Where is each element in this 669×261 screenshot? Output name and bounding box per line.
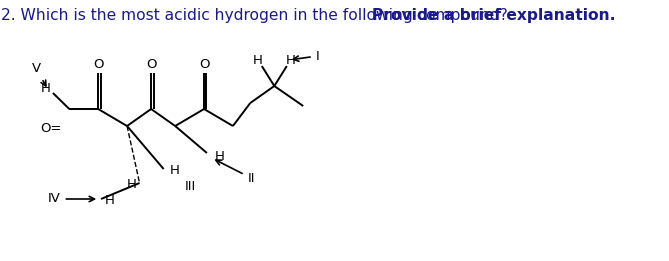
Text: H: H [215,151,225,163]
Text: I: I [293,50,320,62]
Text: H: H [105,194,115,207]
Text: 2. Which is the most acidic hydrogen in the following compound?: 2. Which is the most acidic hydrogen in … [1,8,513,23]
Text: H: H [127,179,136,192]
Text: O: O [199,58,209,72]
Text: H: H [169,164,179,177]
Text: H: H [41,81,51,94]
Text: H: H [286,55,296,68]
Text: H: H [253,55,263,68]
Text: III: III [185,181,196,193]
Text: O=: O= [40,122,62,135]
Text: O: O [146,58,157,72]
Text: V: V [32,62,46,86]
Text: II: II [216,160,255,185]
Text: O: O [93,58,104,72]
Text: Provide a brief explanation.: Provide a brief explanation. [373,8,616,23]
Text: IV: IV [47,193,94,205]
